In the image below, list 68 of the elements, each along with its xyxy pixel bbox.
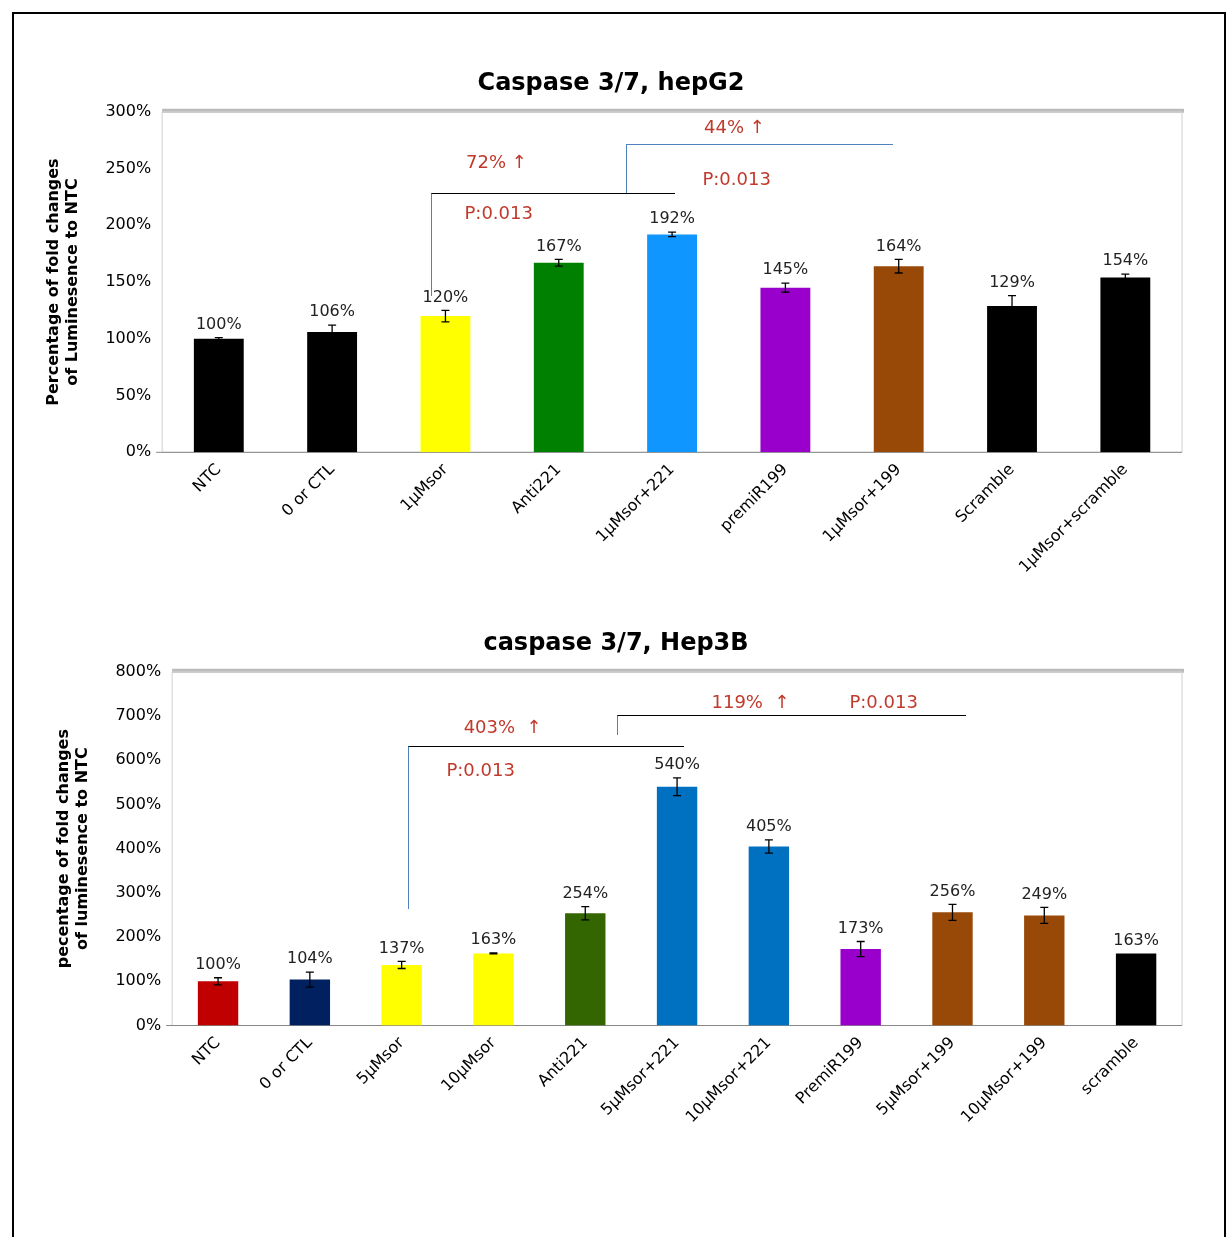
data-label: 145% [762,259,809,279]
y-tick-label: 700% [115,705,162,725]
bar [533,262,584,453]
bar [840,949,881,1026]
y-tick-label: 150% [105,271,152,291]
y-tick-label: 50% [115,384,152,404]
bar [932,912,973,1026]
data-label: 137% [378,937,425,957]
bar [748,846,790,1026]
y-tick-label: 800% [115,660,162,680]
y-tick-label: 250% [105,157,152,177]
bar [647,234,697,453]
data-label: 106% [309,301,355,321]
bar [656,786,698,1026]
annotation: 44% ↑ [703,116,765,138]
bar [1100,277,1151,453]
y-tick-label: 0% [135,1014,162,1034]
bar [1115,953,1157,1026]
data-label: 100% [195,953,241,973]
y-tick-label: 100% [105,327,152,347]
data-label: 163% [470,929,517,949]
bar [289,979,331,1026]
y-tick-label: 300% [105,100,152,120]
chart-title: caspase 3/7, Hep3B [483,627,749,656]
bar [381,964,422,1026]
data-label: 120% [422,286,469,306]
y-axis-title: pecentage of fold changes of luminesence to NTC [52,729,91,969]
y-tick-label: 300% [115,882,162,902]
data-label: 129% [989,271,1035,291]
y-tick-label: 500% [115,793,162,813]
data-label: 173% [837,917,884,937]
chart-title: Caspase 3/7, hepG2 [477,67,745,96]
bar [1024,915,1065,1026]
annotation: P:0.013 [702,167,771,189]
y-axis-title: Percentage of fold changes of Luminesence to NTC [42,158,81,406]
annotation: 72% ↑ [466,150,527,172]
data-label: 154% [1102,250,1149,270]
y-tick-label: 200% [115,926,162,946]
data-label: 163% [1113,929,1159,949]
x-tick-label: 0 or CTL [255,1032,316,1094]
annotation: P:0.013 [446,758,515,780]
bar [197,981,239,1026]
bar [873,266,924,453]
y-tick-label: 400% [115,837,162,857]
bar [565,913,606,1026]
data-label: 254% [562,882,609,902]
data-label: 167% [535,235,582,255]
bar [420,316,471,453]
y-tick-label: 100% [115,970,162,990]
bar [473,953,514,1026]
y-tick-label: 600% [115,749,162,769]
data-label: 104% [286,948,333,968]
data-label: 164% [875,235,922,255]
data-label: 540% [654,754,700,774]
data-label: 192% [649,208,695,228]
annotation: 119% ↑ [711,691,790,713]
bar [193,338,244,453]
x-tick-label: 0 or CTL [277,459,338,520]
bar [760,287,811,453]
y-tick-label: 200% [105,214,152,234]
data-label: 100% [195,313,242,333]
data-label: 405% [746,815,792,835]
annotation: P:0.013 [464,201,533,223]
annotation: P:0.013 [849,691,918,713]
annotation: 403% ↑ [463,716,542,738]
y-tick-label: 0% [125,441,152,461]
data-label: 256% [929,880,976,900]
data-label: 249% [1021,883,1068,903]
